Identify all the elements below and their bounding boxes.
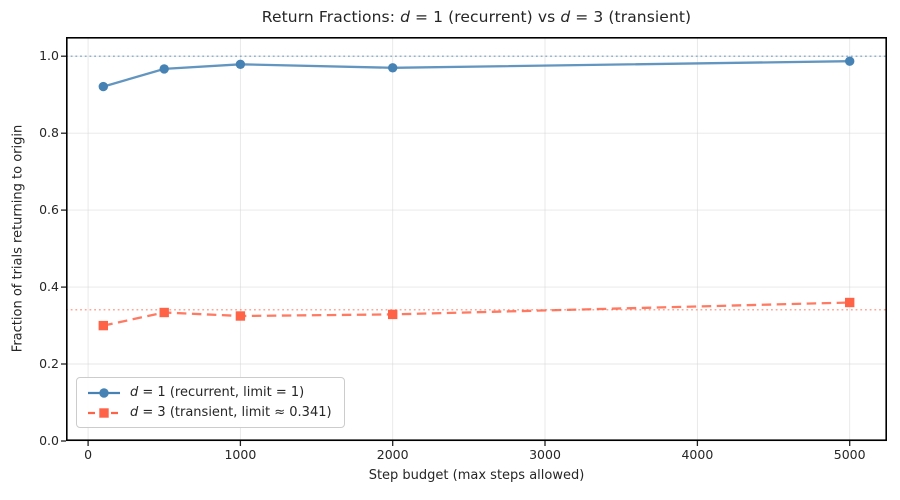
x-tick-label: 4000	[681, 447, 714, 462]
y-tick-label: 0.6	[39, 202, 59, 218]
y-tick-label: 1.0	[39, 48, 59, 64]
series-line	[103, 301, 850, 327]
chart-canvas	[61, 37, 888, 446]
legend-line-sample	[88, 387, 120, 398]
plot-area	[61, 37, 888, 446]
data-point-marker	[98, 81, 108, 92]
legend: d = 1 (recurrent, limit = 1) d = 3 (trans…	[76, 377, 345, 428]
legend-line-sample	[88, 407, 120, 418]
x-tick-label: 0	[84, 447, 93, 462]
data-point-marker	[159, 307, 169, 318]
y-tick-label: 0.4	[39, 279, 59, 295]
y-tick-label: 0.2	[39, 356, 59, 371]
legend-entry: d = 3 (transient, limit ≈ 0.341)	[87, 405, 332, 420]
y-tick-label: 0.8	[39, 125, 59, 141]
data-point-marker	[845, 297, 855, 308]
legend-entry-label: d = 1 (recurrent, limit = 1)	[130, 385, 305, 400]
data-point-marker	[98, 320, 108, 331]
legend-entry: d = 1 (recurrent, limit = 1)	[87, 385, 332, 400]
legend-entry-label: d = 3 (transient, limit ≈ 0.341)	[130, 405, 332, 420]
x-tick-label: 2000	[376, 447, 409, 462]
x-axis-label: Step budget (max steps allowed)	[368, 468, 585, 483]
x-tick-label: 5000	[833, 447, 866, 462]
data-point-marker	[235, 59, 246, 69]
y-tick-label: 0.0	[39, 433, 59, 448]
x-tick-label: 1000	[224, 447, 257, 462]
x-tick-label: 3000	[529, 447, 561, 462]
data-point-marker	[388, 63, 398, 73]
data-point-marker	[159, 64, 169, 74]
data-point-marker	[388, 309, 398, 320]
chart-title: Return Fractions: d = 1 (recurrent) vs d…	[261, 8, 692, 26]
series-line	[102, 60, 850, 88]
plot-frame	[66, 37, 888, 441]
data-point-marker	[845, 56, 855, 66]
data-point-marker	[235, 311, 246, 321]
